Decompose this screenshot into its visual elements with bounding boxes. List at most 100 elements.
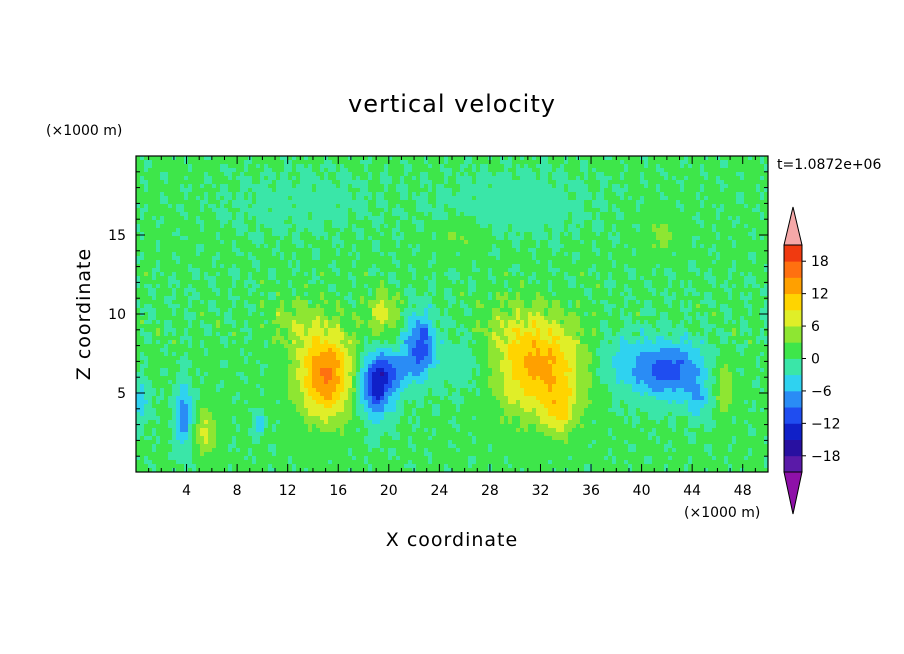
field-cell (752, 220, 757, 225)
field-cell (320, 248, 325, 253)
field-cell (552, 216, 557, 221)
field-cell (472, 220, 477, 225)
field-cell (564, 192, 569, 197)
field-cell (756, 156, 761, 161)
field-cell (556, 192, 561, 197)
field-cell (744, 176, 749, 181)
field-cell (552, 180, 557, 185)
field-cell (336, 168, 341, 173)
field-cell (708, 252, 713, 257)
field-cell (160, 156, 165, 161)
field-cell (284, 232, 289, 237)
field-cell (520, 164, 525, 169)
field-cell (212, 272, 217, 277)
field-cell (308, 264, 313, 269)
field-cell (292, 164, 297, 169)
field-cell (444, 164, 449, 169)
field-cell (412, 244, 417, 249)
field-cell (380, 236, 385, 241)
field-cell (564, 164, 569, 169)
field-cell (388, 156, 393, 161)
field-cell (516, 164, 521, 169)
field-cell (576, 220, 581, 225)
field-cell (480, 156, 485, 161)
field-cell (436, 244, 441, 249)
field-cell (344, 216, 349, 221)
field-cell (364, 208, 369, 213)
field-cell (744, 276, 749, 281)
field-cell (316, 212, 321, 217)
field-cell (476, 272, 481, 277)
field-cell (732, 236, 737, 241)
field-cell (168, 188, 173, 193)
field-cell (440, 216, 445, 221)
field-cell (320, 160, 325, 165)
field-cell (724, 272, 729, 277)
field-cell (696, 164, 701, 169)
field-cell (296, 180, 301, 185)
field-cell (396, 176, 401, 181)
field-cell (164, 276, 169, 281)
field-cell (388, 184, 393, 189)
field-cell (708, 236, 713, 241)
field-cell (520, 280, 525, 285)
field-cell (312, 212, 317, 217)
field-cell (468, 260, 473, 265)
field-cell (644, 240, 649, 245)
field-cell (228, 160, 233, 165)
field-cell (288, 236, 293, 241)
field-cell (604, 164, 609, 169)
field-cell (356, 244, 361, 249)
field-cell (752, 176, 757, 181)
field-cell (416, 260, 421, 265)
field-cell (512, 216, 517, 221)
field-cell (684, 172, 689, 177)
field-cell (484, 268, 489, 273)
field-cell (400, 232, 405, 237)
field-cell (708, 212, 713, 217)
field-cell (644, 188, 649, 193)
field-cell (256, 204, 261, 209)
field-cell (372, 200, 377, 205)
field-cell (204, 200, 209, 205)
field-cell (756, 188, 761, 193)
field-cell (552, 204, 557, 209)
field-cell (164, 208, 169, 213)
field-cell (160, 232, 165, 237)
field-cell (180, 276, 185, 281)
field-cell (640, 248, 645, 253)
field-cell (152, 188, 157, 193)
field-cell (180, 164, 185, 169)
field-cell (732, 156, 737, 161)
field-cell (332, 268, 337, 273)
field-cell (156, 208, 161, 213)
field-cell (384, 224, 389, 229)
field-cell (352, 200, 357, 205)
field-cell (532, 160, 537, 165)
field-cell (144, 196, 149, 201)
field-cell (540, 244, 545, 249)
field-cell (416, 248, 421, 253)
field-cell (284, 184, 289, 189)
field-cell (320, 192, 325, 197)
field-cell (136, 268, 141, 273)
field-cell (200, 164, 205, 169)
field-cell (212, 188, 217, 193)
field-cell (200, 252, 205, 257)
field-cell (324, 192, 329, 197)
field-cell (620, 252, 625, 257)
field-cell (476, 240, 481, 245)
field-cell (284, 176, 289, 181)
field-cell (348, 156, 353, 161)
field-cell (696, 272, 701, 277)
field-cell (316, 172, 321, 177)
field-cell (628, 212, 633, 217)
field-cell (732, 256, 737, 261)
field-cell (600, 212, 605, 217)
field-cell (236, 280, 241, 285)
field-cell (140, 276, 145, 281)
field-cell (516, 232, 521, 237)
field-cell (160, 264, 165, 269)
field-cell (664, 216, 669, 221)
field-cell (580, 252, 585, 257)
